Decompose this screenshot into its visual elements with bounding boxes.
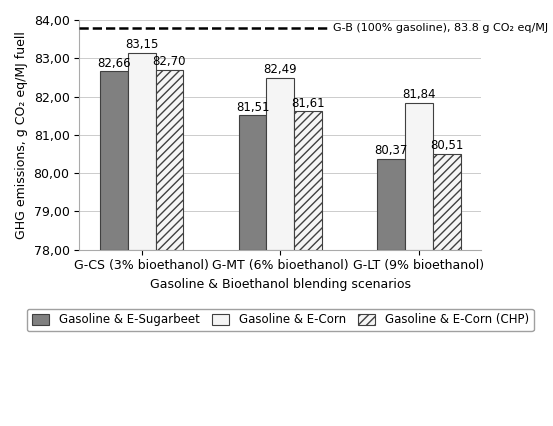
Text: 83,15: 83,15 [125,38,158,51]
Text: 81,84: 81,84 [402,88,436,101]
Bar [405,103,433,250]
Text: G-B (100% gasoline), 83.8 g CO₂ eq/MJ: G-B (100% gasoline), 83.8 g CO₂ eq/MJ [333,23,548,33]
Text: 80,51: 80,51 [430,139,463,152]
Bar [294,112,322,250]
Text: 81,51: 81,51 [236,101,269,114]
Text: 80,37: 80,37 [374,144,408,158]
Bar [128,52,155,250]
Text: 82,70: 82,70 [153,55,186,68]
Bar [378,159,405,250]
Bar [155,70,183,250]
Y-axis label: GHG emissions, g CO₂ eq/MJ fuell: GHG emissions, g CO₂ eq/MJ fuell [15,31,28,239]
Bar [100,71,128,250]
Text: 82,49: 82,49 [264,63,297,76]
Bar [433,154,461,250]
Bar [239,115,267,250]
Legend: Gasoline & E-Sugarbeet, Gasoline & E-Corn, Gasoline & E-Corn (CHP): Gasoline & E-Sugarbeet, Gasoline & E-Cor… [27,308,534,331]
X-axis label: Gasoline & Bioethanol blending scenarios: Gasoline & Bioethanol blending scenarios [150,278,411,291]
Text: 81,61: 81,61 [291,97,325,110]
Bar [267,78,294,250]
Text: 82,66: 82,66 [97,57,131,70]
